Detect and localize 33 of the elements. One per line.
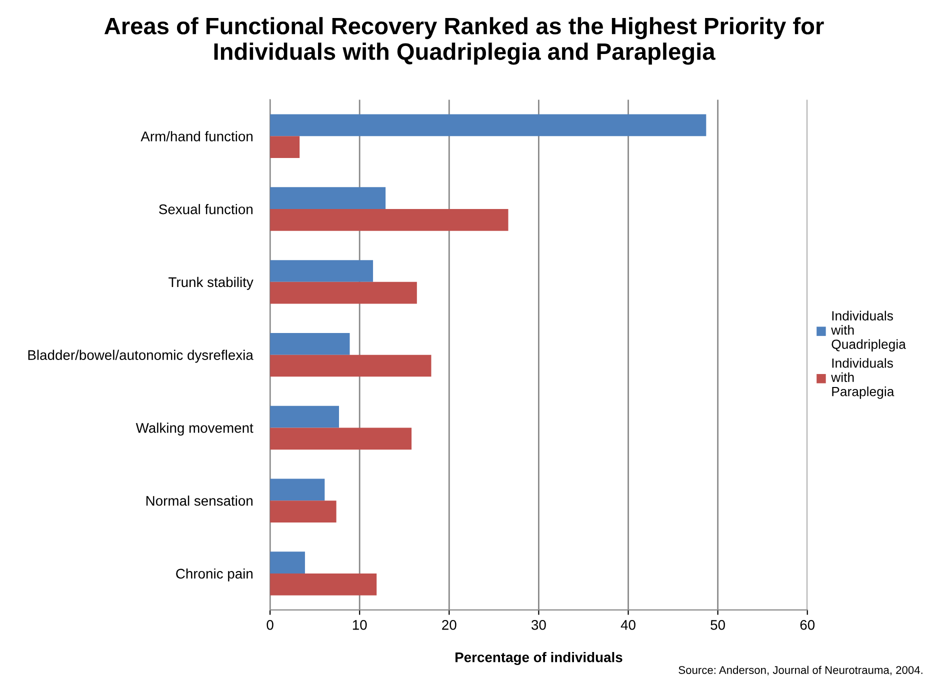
x-tick-label: 50 — [710, 620, 725, 630]
x-tick-label: 60 — [800, 620, 815, 630]
bar — [270, 552, 305, 574]
y-tick-label: Normal sensation — [146, 496, 252, 506]
bar — [270, 114, 706, 136]
bar — [270, 500, 336, 522]
x-tick-label: 40 — [620, 620, 636, 630]
y-tick-label: Sexual function — [159, 204, 252, 214]
bar — [270, 354, 432, 377]
bar — [270, 282, 417, 304]
bar — [270, 478, 325, 501]
bar — [270, 332, 350, 355]
legend-label: Individuals with Quadriplegia — [831, 310, 906, 352]
x-tick-label: 10 — [352, 620, 367, 630]
bar — [270, 260, 374, 282]
y-tick-label: Bladder/bowel/autonomic dysreflexia — [28, 350, 254, 363]
y-tick-label: Walking movement — [136, 422, 254, 436]
bar — [270, 406, 340, 428]
bar — [270, 209, 508, 231]
x-tick-label: 30 — [532, 620, 546, 630]
bar — [270, 187, 386, 210]
source-note: Source: Anderson, Journal of Neurotrauma, 2004. — [678, 666, 922, 676]
y-tick-label: Chronic pain — [176, 568, 252, 582]
y-tick-label: Arm/hand function — [140, 131, 252, 142]
bar — [270, 136, 300, 158]
bar — [270, 573, 377, 596]
x-tick-label: 0 — [266, 620, 274, 630]
bar — [270, 428, 412, 450]
legend-label: Individuals with Paraplegia — [831, 358, 894, 399]
y-tick-label: Trunk stability — [168, 276, 254, 290]
x-tick-label: 20 — [442, 620, 456, 630]
chart-title: Areas of Functional Recovery Ranked as the Highest Priority for Individuals with Quadriplegia and Paraplegia — [104, 17, 824, 65]
x-axis-title: Percentage of individuals — [456, 652, 622, 666]
